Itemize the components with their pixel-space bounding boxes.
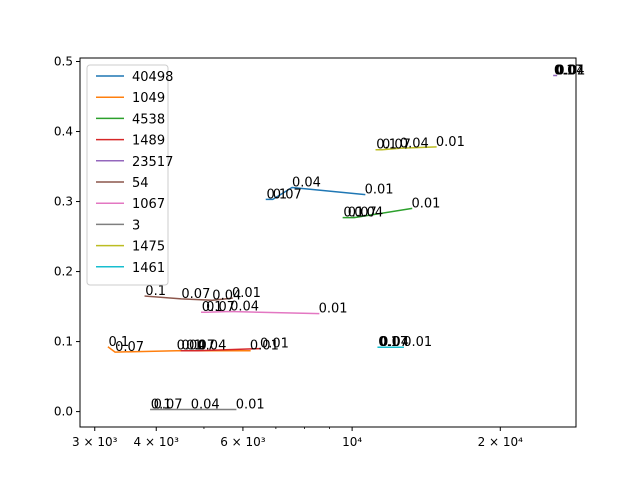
- x-tick-label: 4 × 10³: [134, 435, 180, 449]
- y-tick-label: 0.2: [54, 265, 73, 279]
- x-tick-label: 2 × 10⁴: [478, 435, 524, 449]
- data-label: 0.1: [145, 284, 166, 299]
- data-label: 0.1: [378, 335, 399, 350]
- y-tick-label: 0.5: [54, 55, 73, 69]
- data-label: 0.01: [250, 339, 279, 354]
- legend-entry-label: 1067: [132, 197, 165, 212]
- point-labels: 0.10.070.04 0.010.10.07 0.04 0.010.10.070.0…: [109, 64, 586, 413]
- data-label: 0.1: [267, 187, 288, 202]
- data-label: 0.04: [380, 335, 409, 350]
- series-line-54: [144, 295, 233, 302]
- axes: 0.0 0.1 0.2 0.3 0.4 0.5 3 × 10³ 4 × 10³ 6 × 10³ 1…: [54, 55, 577, 449]
- data-label: 0.07: [181, 287, 210, 302]
- x-tick-label: 10⁴: [342, 435, 362, 449]
- data-label: 0.07: [379, 335, 408, 350]
- data-label: 0.01: [260, 337, 289, 352]
- y-tick-label: 0.1: [54, 335, 73, 349]
- x-tick-label: 3 × 10³: [72, 435, 118, 449]
- series-line-1067: [201, 310, 320, 315]
- data-label: 0.07: [186, 339, 215, 354]
- data-label: 0.04: [212, 288, 241, 303]
- legend-entry-label: 1461: [132, 261, 165, 276]
- data-label: 0.1: [343, 206, 364, 221]
- data-label: 0.04: [556, 64, 585, 79]
- legend-entry-label: 1049: [132, 91, 165, 106]
- data-label: 0.1: [151, 398, 172, 413]
- data-label: 0.04: [191, 398, 220, 413]
- data-label: 0.04: [197, 339, 226, 354]
- data-label: 0.1: [554, 64, 575, 79]
- data-label: 0.04: [292, 176, 321, 191]
- y-tick-label: 0.0: [54, 405, 73, 419]
- data-label: 0.04: [354, 206, 383, 221]
- y-tick-label: 0.4: [54, 125, 73, 139]
- data-label: 0.04: [177, 339, 206, 354]
- data-label: 0.1: [202, 300, 223, 315]
- data-label: 0.01: [412, 197, 441, 212]
- data-label: 0.07: [273, 187, 302, 202]
- legend-entry-label: 1489: [132, 134, 165, 149]
- x-tick-label: 6 × 10³: [220, 435, 266, 449]
- series-line-1489: [180, 347, 261, 352]
- data-label: 0.01: [403, 335, 432, 350]
- data-label: 0.1: [109, 335, 130, 350]
- legend-entry-label: 40498: [132, 70, 173, 85]
- legend-entry-label: 1475: [132, 240, 165, 255]
- legend-entry-label: 54: [132, 176, 149, 191]
- data-label: 0.07: [115, 340, 144, 355]
- legend-box: [86, 64, 169, 286]
- data-label: 0.1: [376, 138, 397, 153]
- y-tick-label: 0.3: [54, 195, 73, 209]
- data-label: 0.01: [232, 286, 261, 301]
- data-label: 0.01: [556, 64, 585, 79]
- series-line-40498: [265, 186, 366, 201]
- data-label: 0.04: [230, 300, 259, 315]
- data-label: 0.01: [236, 398, 265, 413]
- data-label: 0.01: [365, 183, 394, 198]
- series-line-1475: [375, 146, 437, 151]
- data-label: 0.1: [181, 339, 202, 354]
- series-lines: [107, 74, 558, 411]
- data-label: 0.01: [436, 135, 465, 150]
- legend-entry-label: 23517: [132, 155, 173, 170]
- data-label: 0.01: [319, 302, 348, 317]
- series-line-4538: [342, 207, 413, 219]
- legend-entry-label: 3: [132, 218, 140, 233]
- data-label: 0.07: [154, 398, 183, 413]
- data-label: 0.07: [206, 300, 235, 315]
- data-label: 0.04: [400, 136, 429, 151]
- data-label: 0.07: [348, 206, 377, 221]
- data-label: 0.07: [382, 138, 411, 153]
- plot-frame: [79, 57, 577, 428]
- legend: 40498 1049 4538 1489 23517 54 1067 3 1475 1461: [86, 64, 173, 286]
- legend-entry-label: 4538: [132, 112, 165, 127]
